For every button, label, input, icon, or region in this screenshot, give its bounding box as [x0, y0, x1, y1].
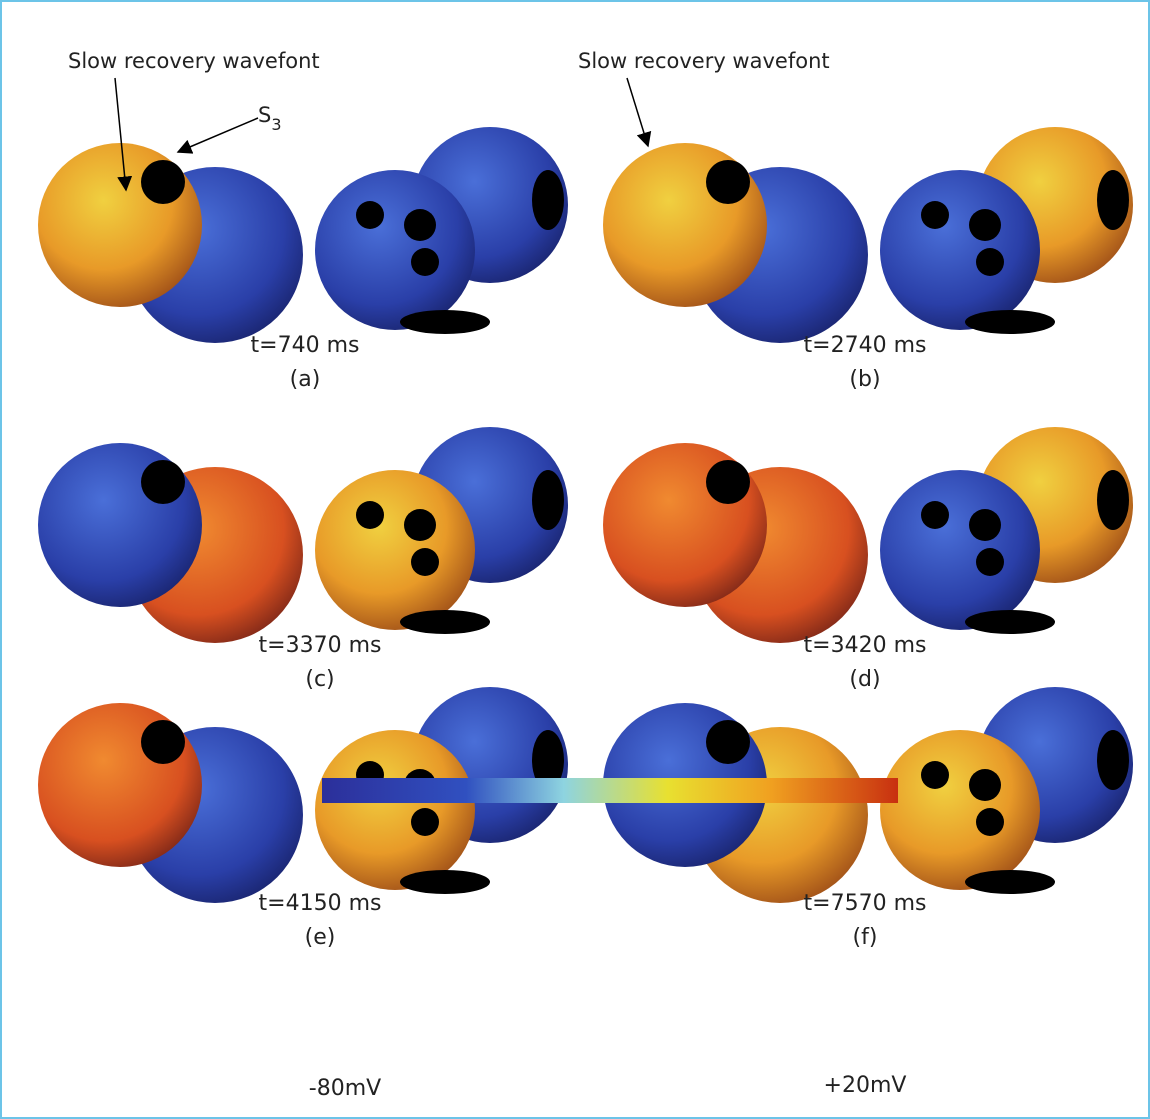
chamber	[880, 470, 1040, 630]
panel-time: t=7570 ms	[804, 891, 927, 916]
annotation: Slow recovery wavefont	[68, 49, 320, 73]
vein-hole	[400, 310, 490, 334]
panel-label: (e)	[305, 925, 336, 950]
colorbar	[322, 778, 898, 803]
chamber	[315, 730, 475, 890]
vein-hole	[969, 209, 1001, 241]
vein-hole	[965, 610, 1055, 634]
vein-hole	[141, 460, 185, 504]
vein-hole	[411, 808, 439, 836]
vein-hole	[976, 548, 1004, 576]
vein-hole	[969, 769, 1001, 801]
chamber	[880, 170, 1040, 330]
vein-hole	[141, 720, 185, 764]
vein-hole	[976, 248, 1004, 276]
s3-label: S3	[258, 103, 282, 134]
panel-time: t=2740 ms	[804, 333, 927, 358]
vein-hole	[411, 248, 439, 276]
annotation: Slow recovery wavefont	[578, 49, 830, 73]
vein-hole	[532, 170, 564, 230]
chamber	[315, 170, 475, 330]
s3-subscript: 3	[271, 115, 281, 134]
panel-image	[603, 127, 1133, 343]
panel-label: (d)	[849, 667, 880, 692]
vein-hole	[1097, 730, 1129, 790]
chamber	[315, 470, 475, 630]
vein-hole	[532, 470, 564, 530]
vein-hole	[404, 509, 436, 541]
vein-hole	[356, 501, 384, 529]
vein-hole	[706, 720, 750, 764]
vein-hole	[965, 870, 1055, 894]
panel-label: (c)	[305, 667, 334, 692]
panel-label: (b)	[849, 367, 880, 392]
vein-hole	[400, 870, 490, 894]
panel-time: t=3370 ms	[259, 633, 382, 658]
vein-hole	[141, 160, 185, 204]
panel-time: t=4150 ms	[259, 891, 382, 916]
vein-hole	[976, 808, 1004, 836]
vein-hole	[706, 460, 750, 504]
vein-hole	[969, 509, 1001, 541]
figure-canvas: Slow recovery wavefont S3 Slow recovery …	[0, 0, 1150, 1119]
chamber	[880, 730, 1040, 890]
panel-image	[38, 427, 568, 643]
vein-hole	[921, 501, 949, 529]
vein-hole	[411, 548, 439, 576]
vein-hole	[921, 761, 949, 789]
arrow	[627, 78, 648, 146]
vein-hole	[1097, 470, 1129, 530]
vein-hole	[356, 201, 384, 229]
vein-hole	[400, 610, 490, 634]
panel-label: (a)	[290, 367, 321, 392]
vein-hole	[921, 201, 949, 229]
vein-hole	[1097, 170, 1129, 230]
vein-hole	[706, 160, 750, 204]
vein-hole	[965, 310, 1055, 334]
panel-image	[603, 427, 1133, 643]
panel-time: t=3420 ms	[804, 633, 927, 658]
panel-label: (f)	[853, 925, 878, 950]
panel-image	[38, 127, 568, 343]
colorbar-max-label: +20mV	[824, 1073, 907, 1098]
colorbar-min-label: -80mV	[309, 1076, 381, 1101]
s3-base: S	[258, 103, 271, 127]
vein-hole	[404, 209, 436, 241]
arrow	[178, 118, 258, 152]
panel-time: t=740 ms	[251, 333, 360, 358]
figure: Slow recovery wavefont S3 Slow recovery …	[0, 0, 1150, 1119]
